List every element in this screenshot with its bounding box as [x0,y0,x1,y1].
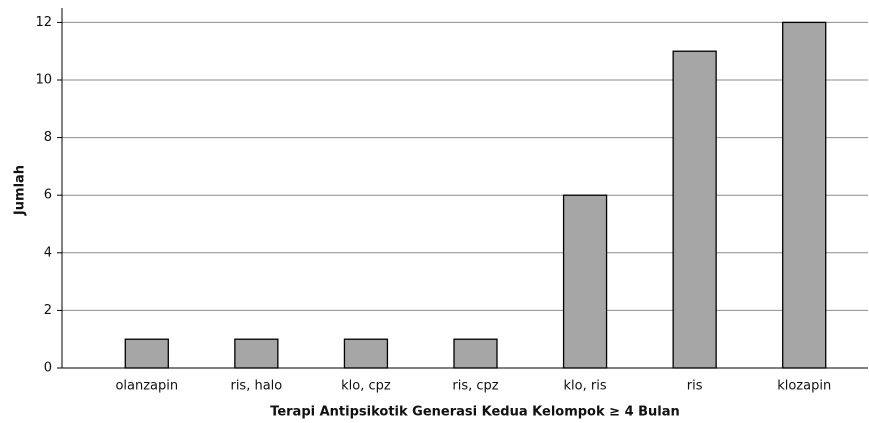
bar [453,338,498,369]
x-axis-label: Terapi Antipsikotik Generasi Kedua Kelom… [270,405,680,420]
y-tick-label: 2 [44,303,52,318]
y-tick-label: 10 [35,73,52,88]
x-tick-label: klozapin [777,379,831,394]
bar [234,338,279,369]
bar [562,194,608,369]
bar [782,21,827,369]
bar [343,338,389,369]
y-tick-label: 4 [44,245,52,260]
x-tick-label: ris [687,379,703,394]
x-tick-label: klo, ris [564,379,607,394]
x-tick-label: ris, cpz [452,379,498,394]
y-tick-label: 12 [35,15,52,30]
bar [672,50,717,369]
y-tick-label: 8 [44,130,52,145]
y-tick-label: 0 [44,361,52,376]
y-tick-label: 6 [44,188,52,203]
x-tick-label: ris, halo [230,379,282,394]
x-tick-label: olanzapin [115,379,178,394]
bar [124,338,169,369]
y-axis-label: Jumlah [13,165,28,216]
x-tick-label: klo, cpz [341,379,391,394]
